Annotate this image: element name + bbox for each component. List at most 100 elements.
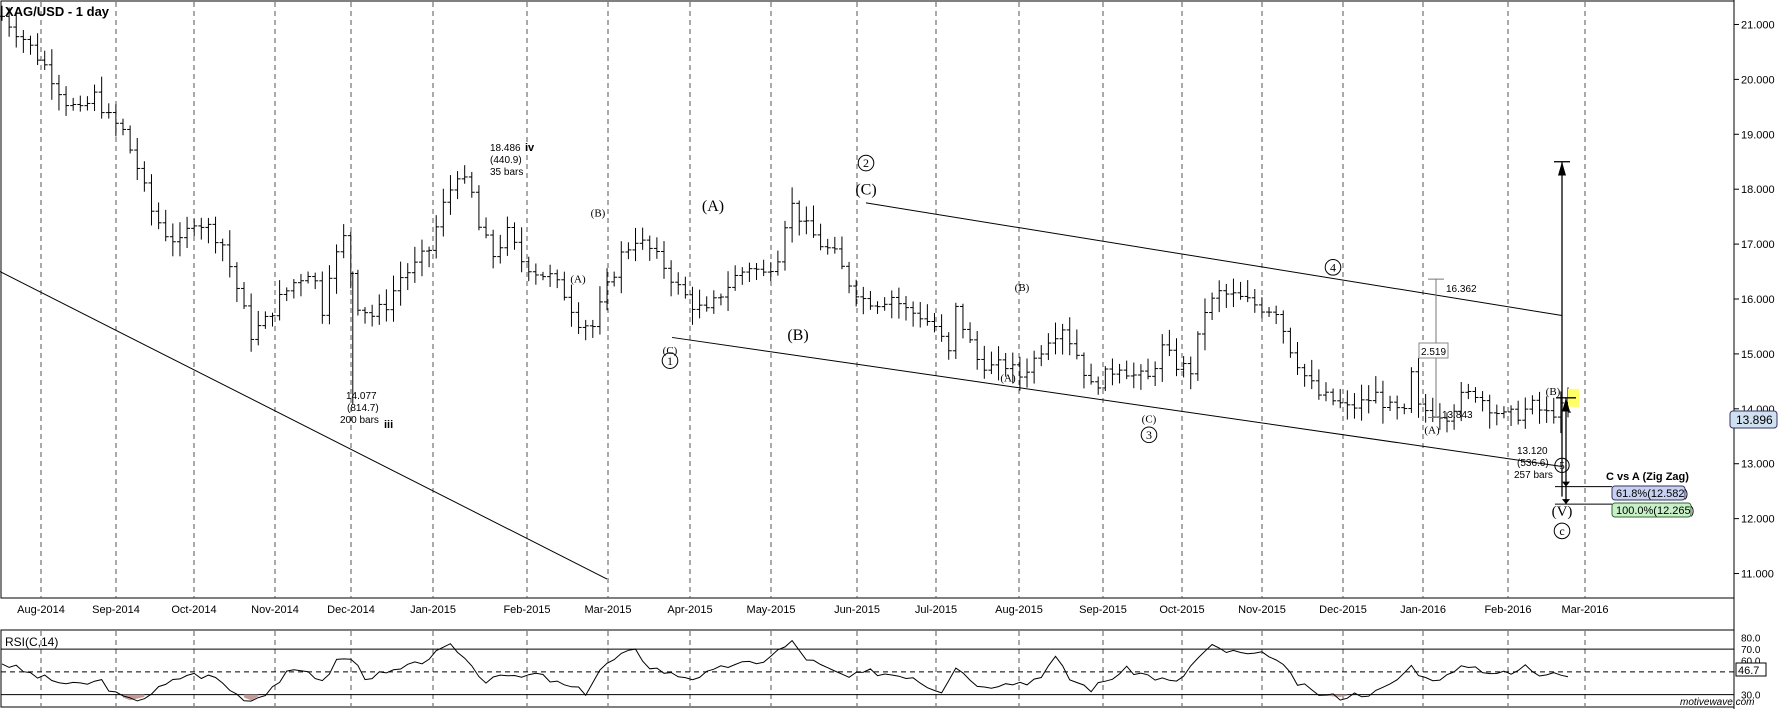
x-axis-ticks: Aug-2014 Sep-2014 Oct-2014 Nov-2014 Dec-2014… xyxy=(17,604,1608,616)
x-tick-label: Oct-2015 xyxy=(1159,604,1204,616)
wave-label-4-circle xyxy=(1324,259,1342,276)
wave-label-a: (A) xyxy=(570,274,586,286)
x-tick-label: Mar-2016 xyxy=(1561,604,1608,616)
measure-top-label: 16.362 xyxy=(1446,284,1477,295)
fib-618-arrow xyxy=(1562,481,1570,487)
fib-100-badge xyxy=(1611,502,1692,518)
x-tick-label: Mar-2015 xyxy=(584,604,631,616)
x-tick-label: Aug-2015 xyxy=(995,604,1043,616)
x-tick-label: Sep-2015 xyxy=(1079,604,1127,616)
wave-label-a3: (A) xyxy=(1424,425,1440,437)
low2-price: 13.120 xyxy=(1517,446,1548,457)
projection-arrow-up-small xyxy=(1562,397,1570,412)
x-tick-label: Jan-2015 xyxy=(410,604,456,616)
wave-label-3: 3 xyxy=(1146,428,1152,442)
low-iii-points: (814.7) xyxy=(347,403,379,414)
wave-label-b2: (B) xyxy=(1015,282,1030,294)
wave-label-c-small-circle xyxy=(1553,522,1571,540)
fib-100-label: 100.0%(12.265) xyxy=(1616,505,1694,517)
y-tick-label: 13.000 xyxy=(1741,459,1775,471)
watermark: motivewave.com xyxy=(1680,697,1754,708)
x-tick-label: Sep-2014 xyxy=(92,604,140,616)
chart-title: XAG/USD - 1 day xyxy=(5,4,110,19)
wave-label-2-circle xyxy=(857,154,875,172)
low2-bars: 257 bars xyxy=(1514,470,1553,481)
measure-mid-label: 2.519 xyxy=(1421,347,1446,358)
rsi-title: RSI(C,14) xyxy=(5,635,58,649)
wave-label-a-big: (A) xyxy=(702,198,724,215)
wave-label-2: 2 xyxy=(863,156,869,170)
fib-618-label: 61.8%(12.582) xyxy=(1616,488,1688,500)
fib-title: C vs A (Zig Zag) xyxy=(1606,471,1689,483)
y-axis-ticks: 21.000 20.000 19.000 18.000 17.000 16.000 15.0… xyxy=(1734,19,1775,702)
channel-lower-line xyxy=(671,336,1563,467)
wave-label-b: (B) xyxy=(591,208,606,220)
measure-bottom-label: 13.843 xyxy=(1442,410,1473,421)
x-tick-label: Jul-2015 xyxy=(915,604,957,616)
low2-points: (536.6) xyxy=(1517,458,1549,469)
high-iv-points: (440.9) xyxy=(490,155,522,166)
x-tick-label: Jun-2015 xyxy=(834,604,880,616)
y-tick-label: 17.000 xyxy=(1741,239,1775,251)
low-iii-bars: 200 bars xyxy=(340,415,379,426)
x-tick-label: Apr-2015 xyxy=(667,604,712,616)
x-tick-label: Nov-2015 xyxy=(1238,604,1286,616)
wave-label-b3: (B) xyxy=(1546,386,1561,398)
wave-label-v-big: (V) xyxy=(1552,504,1573,520)
wave-label-1-circle xyxy=(661,352,679,369)
fib-100-arrow xyxy=(1562,499,1570,505)
wave-labels: (B)(A)(A)(B)(C)2(C)1(B)(A)(C)34(A)(B)5(V… xyxy=(570,154,1573,540)
wave-label-c-big: (C) xyxy=(855,182,876,199)
y-tick-label: 19.000 xyxy=(1741,129,1775,141)
projection-arrow-up xyxy=(1558,161,1566,176)
rsi-oversold-fill xyxy=(244,694,259,701)
wave-label-4: 4 xyxy=(1330,261,1336,275)
grid-lines xyxy=(1,2,1734,706)
current-price-label: 13.896 xyxy=(1736,413,1773,427)
wave-label-c2: (C) xyxy=(1142,414,1157,426)
ohlc-bars xyxy=(0,5,1579,434)
rsi-y-tick-label: 60.0 xyxy=(1741,656,1761,667)
rsi-y-tick-label: 70.0 xyxy=(1741,645,1761,656)
high-iv-bars: 35 bars xyxy=(490,167,523,178)
wave-label-5: 5 xyxy=(1559,460,1565,472)
wave-label-c-small: c xyxy=(1559,524,1564,538)
rsi-current-badge xyxy=(1735,662,1767,677)
fib-618-badge xyxy=(1611,485,1686,501)
rsi-line xyxy=(1,639,1569,702)
y-tick-label: 18.000 xyxy=(1741,184,1775,196)
rsi-oversold-fill xyxy=(1325,694,1348,697)
x-tick-label: Feb-2015 xyxy=(503,604,550,616)
rsi-series-line xyxy=(1,639,1569,702)
wave-iv-label: iv xyxy=(525,142,535,154)
rsi-y-tick-label: 30.0 xyxy=(1741,691,1761,702)
y-tick-label: 15.000 xyxy=(1741,349,1775,361)
wave-label-b-big: (B) xyxy=(787,327,808,344)
x-tick-label: Dec-2015 xyxy=(1319,604,1367,616)
wave-label-a2: (A) xyxy=(1000,372,1016,384)
wave-iii-label: iii xyxy=(384,419,393,431)
low-iii-price: 14.077 xyxy=(346,391,377,402)
wave-label-5-circle xyxy=(1554,457,1570,474)
wave-label-1: 1 xyxy=(667,354,673,368)
rsi-current-label: 46.7 xyxy=(1738,665,1759,677)
long-trend-line xyxy=(0,271,608,580)
rsi-y-tick-label: 80.0 xyxy=(1741,634,1761,645)
y-tick-label: 21.000 xyxy=(1741,19,1775,31)
rsi-oversold-fill xyxy=(123,694,145,701)
x-tick-label: Oct-2014 xyxy=(171,604,216,616)
channel-upper-line xyxy=(865,202,1563,316)
y-tick-label: 20.000 xyxy=(1741,74,1775,86)
x-tick-label: Dec-2014 xyxy=(327,604,375,616)
y-tick-label: 16.000 xyxy=(1741,294,1775,306)
measure-tools xyxy=(1428,161,1612,505)
current-price-badge xyxy=(1729,410,1778,429)
x-tick-label: Nov-2014 xyxy=(251,604,299,616)
high-iv-price: 18.486 xyxy=(490,143,521,154)
y-tick-label: 12.000 xyxy=(1741,514,1775,526)
y-tick-label: 11.000 xyxy=(1741,569,1774,581)
wave-label-3-circle xyxy=(1140,426,1158,444)
measure-mid-box xyxy=(1418,342,1449,359)
